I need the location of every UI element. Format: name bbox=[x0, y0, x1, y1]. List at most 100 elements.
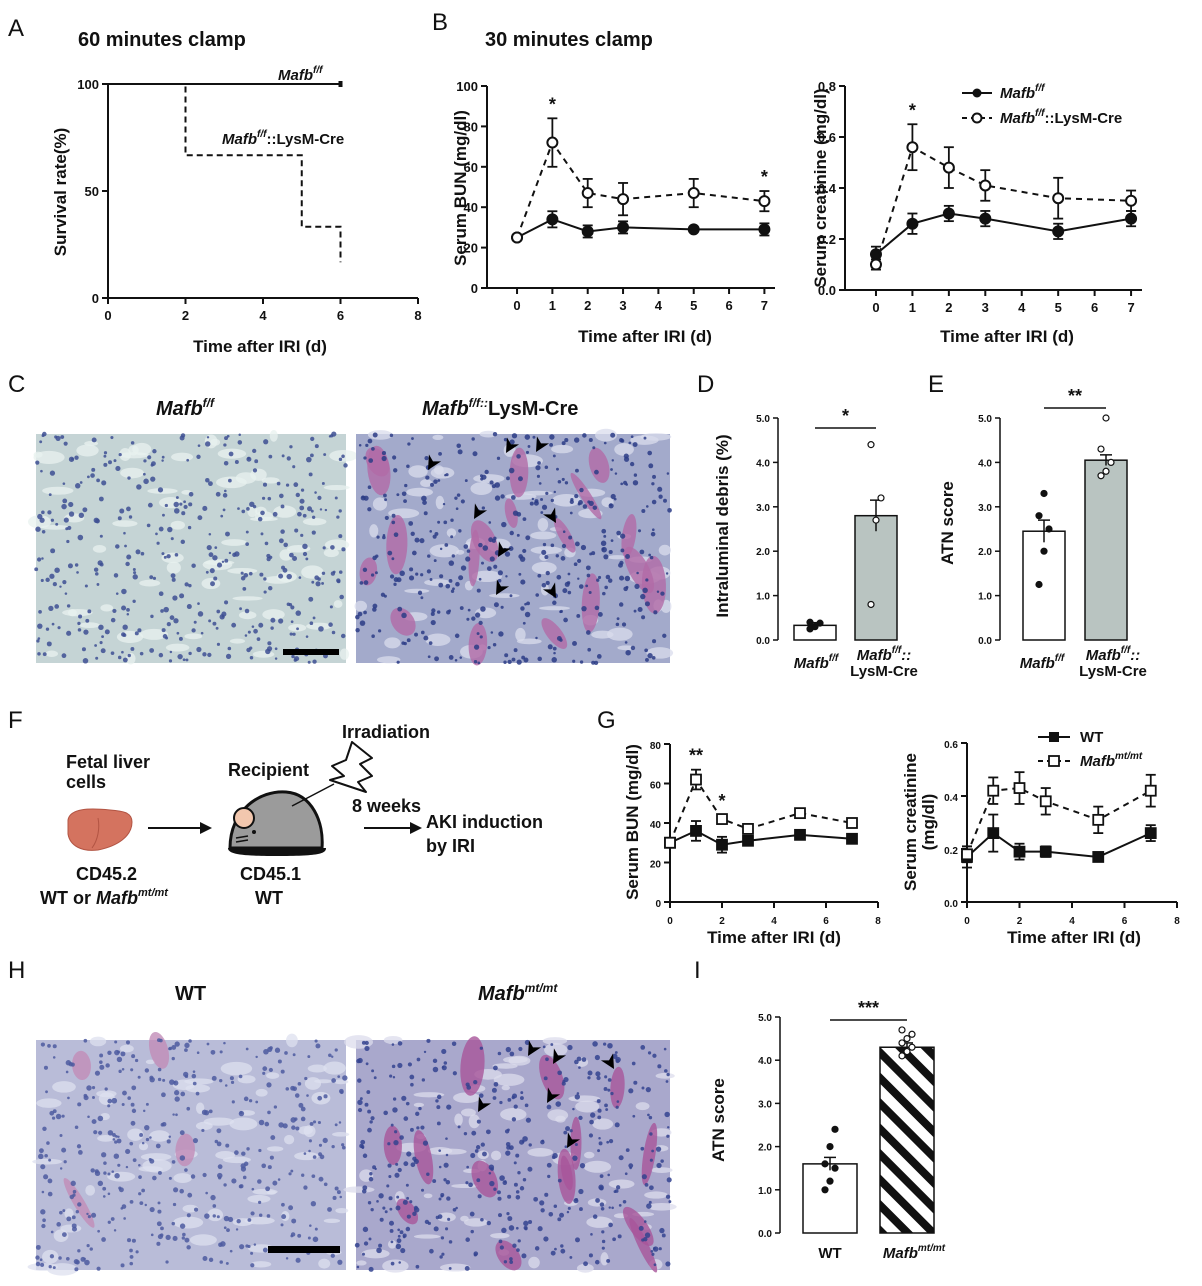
data-point bbox=[1039, 795, 1052, 808]
data-point bbox=[1035, 580, 1043, 589]
panel-a-legend-cre: Mafbf/f::LysM-Cre bbox=[222, 129, 344, 148]
panel-h-label-right: Mafbmt/mt bbox=[478, 981, 558, 1005]
series-line bbox=[875, 145, 1132, 265]
data-point bbox=[806, 618, 814, 626]
data-point bbox=[1052, 225, 1065, 238]
y-tick-label: 0.0 bbox=[978, 636, 992, 647]
data-point bbox=[906, 217, 919, 230]
panel-b-legend: Mafbf/f Mafbf/f::LysM-Cre bbox=[962, 83, 1122, 127]
data-point bbox=[664, 836, 676, 849]
data-point bbox=[987, 784, 1000, 797]
panel-d-cat2-line2: LysM-Cre bbox=[850, 663, 918, 680]
scale-bar bbox=[283, 649, 339, 655]
cd451-label: CD45.1 bbox=[240, 864, 301, 884]
data-point bbox=[1092, 851, 1105, 863]
y-tick-label: 5.0 bbox=[978, 414, 992, 425]
data-point bbox=[758, 223, 771, 236]
arrowhead bbox=[528, 1040, 542, 1056]
panel-g-creatinine-chart: 0.0 0.2 0.4 0.6 0 2 4 6 8 bbox=[944, 740, 1180, 927]
y-tick-label: 2.0 bbox=[978, 547, 992, 558]
y-tick-label: 4.0 bbox=[756, 458, 770, 469]
data-point bbox=[908, 1043, 916, 1051]
y-tick-label: 50 bbox=[85, 184, 99, 199]
x-tick-label: 0 bbox=[513, 298, 520, 313]
series-line bbox=[966, 787, 1152, 855]
data-point bbox=[846, 832, 858, 845]
significance-star: * bbox=[761, 167, 768, 187]
donor-genotype-label: WT or Mafbmt/mt bbox=[40, 887, 169, 908]
y-tick-label: 0.2 bbox=[818, 232, 836, 247]
significance-star: * bbox=[842, 406, 849, 426]
y-tick-label: 0 bbox=[92, 291, 99, 306]
panel-a-xlabel: Time after IRI (d) bbox=[193, 337, 327, 356]
recipient-label: Recipient bbox=[228, 760, 309, 780]
panel-e-cat2-line2: LysM-Cre bbox=[1079, 663, 1147, 680]
data-point bbox=[1040, 547, 1048, 555]
data-point bbox=[794, 807, 806, 820]
arrowhead bbox=[474, 503, 488, 519]
panel-letter-f: F bbox=[8, 707, 23, 734]
series-line bbox=[516, 140, 765, 238]
histology-c-wt-image bbox=[27, 429, 358, 665]
data-point bbox=[742, 823, 754, 835]
data-point bbox=[821, 1160, 829, 1168]
irradiation-label: Irradiation bbox=[342, 722, 430, 742]
significance-star: * bbox=[909, 100, 916, 120]
arrowhead bbox=[498, 541, 512, 557]
panel-e-chart: 0.0 1.0 2.0 3.0 4.0 5.0 ** bbox=[978, 386, 1128, 647]
x-tick-label: 0 bbox=[872, 300, 879, 315]
data-point bbox=[826, 1142, 834, 1151]
y-tick-label: 100 bbox=[456, 79, 478, 94]
y-tick-label: 3.0 bbox=[978, 503, 992, 514]
panel-b-bun-xlabel: Time after IRI (d) bbox=[578, 327, 712, 346]
data-point bbox=[979, 179, 992, 192]
x-tick-label: 0 bbox=[667, 916, 673, 927]
series-line bbox=[875, 212, 1132, 256]
bar bbox=[1084, 459, 1128, 641]
histology-c-cre-image bbox=[354, 428, 674, 666]
liver-icon bbox=[67, 808, 133, 851]
data-point bbox=[821, 1186, 829, 1194]
x-tick-label: 4 bbox=[1069, 916, 1075, 927]
x-tick-label: 0 bbox=[104, 308, 111, 323]
panel-d-ylabel: Intraluminal debris (%) bbox=[713, 434, 732, 617]
x-tick-label: 7 bbox=[761, 298, 768, 313]
survival-line bbox=[108, 83, 342, 263]
panel-letter-c: C bbox=[8, 371, 25, 398]
data-point bbox=[906, 141, 919, 154]
panel-i-chart: 0.0 1.0 2.0 3.0 4.0 5.0 *** bbox=[758, 998, 935, 1240]
panel-c-label-right: Mafbf/f::LysM-Cre bbox=[422, 396, 578, 420]
data-point bbox=[867, 441, 875, 449]
arrowhead bbox=[536, 436, 550, 452]
x-tick-label: 5 bbox=[1055, 300, 1062, 315]
panel-g-cre-ylabel2: (mg/dl) bbox=[919, 794, 938, 851]
y-tick-label: 80 bbox=[464, 119, 478, 134]
mouse-icon bbox=[228, 790, 326, 856]
panel-g-cre-ylabel1: Serum creatinine bbox=[901, 753, 920, 891]
y-tick-label: 0.6 bbox=[944, 740, 958, 751]
data-point bbox=[1144, 827, 1157, 839]
data-point bbox=[581, 225, 594, 238]
arrowhead bbox=[542, 582, 556, 598]
data-point bbox=[898, 1026, 906, 1034]
data-point bbox=[1097, 445, 1105, 453]
y-tick-label: 0.4 bbox=[818, 181, 837, 196]
panel-letter-g: G bbox=[597, 707, 616, 734]
panel-g-cre-xlabel: Time after IRI (d) bbox=[1007, 928, 1141, 947]
panel-b-creatinine-chart: 0.0 0.2 0.4 0.6 0.8 0 1 2 3 4 5 6 7 * bbox=[818, 79, 1142, 315]
data-point bbox=[1125, 212, 1138, 225]
y-tick-label: 0.4 bbox=[944, 793, 958, 804]
panel-i-cat1: WT bbox=[818, 1245, 841, 1262]
panel-d-cat2-line1: Mafbf/f:: bbox=[857, 645, 911, 664]
x-tick-label: 4 bbox=[655, 298, 663, 313]
panel-a-title: 60 minutes clamp bbox=[78, 29, 246, 51]
significance-star: * bbox=[549, 94, 556, 114]
x-tick-label: 6 bbox=[337, 308, 344, 323]
weeks-label: 8 weeks bbox=[352, 796, 421, 816]
y-tick-label: 4.0 bbox=[758, 1056, 772, 1067]
y-tick-label: 5.0 bbox=[758, 1013, 772, 1024]
censor-mark bbox=[338, 81, 343, 87]
y-tick-label: 0.0 bbox=[818, 283, 836, 298]
